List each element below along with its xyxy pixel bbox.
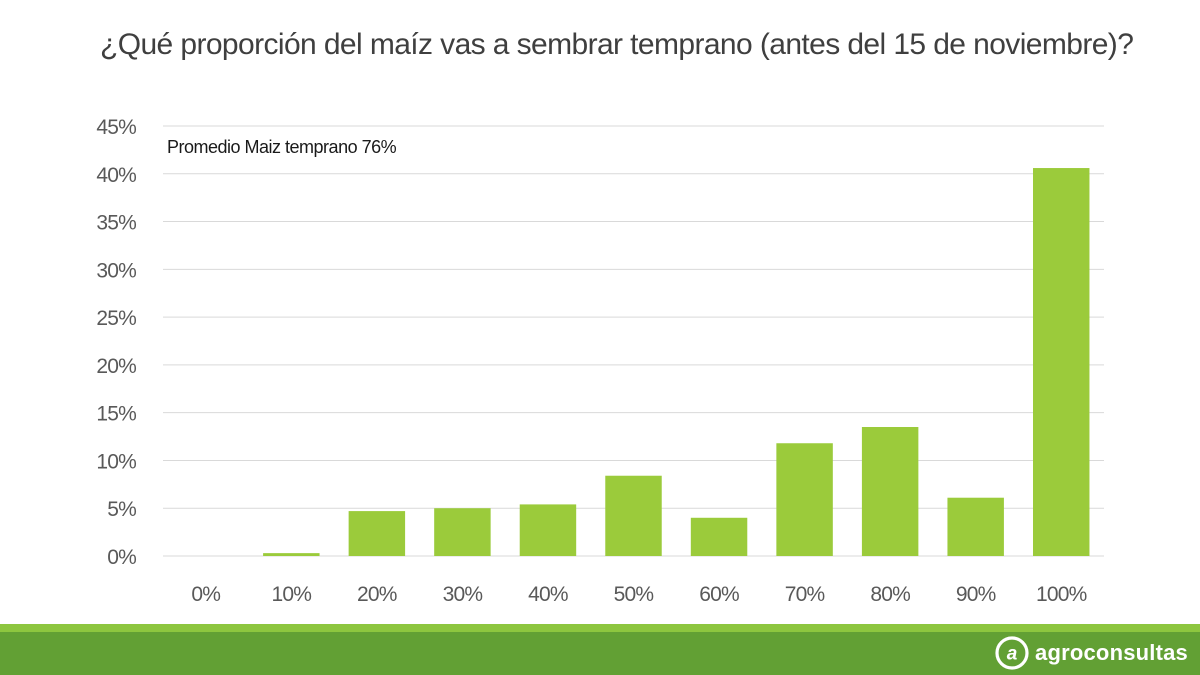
x-tick-label: 90% [956,583,996,606]
bar-chart: 0% 5% 10% 15% 20% 25% 30% 35% 40% 45% 0% 10% 20% 30%… [96,116,1104,606]
y-tick-label: 25% [96,307,136,330]
y-tick-label: 35% [96,212,136,235]
x-tick-label: 0% [191,583,220,606]
footer-band [0,632,1200,675]
bar [605,475,662,556]
x-tick-label: 30% [443,583,483,606]
bar [776,443,833,556]
y-tick-label: 5% [107,498,136,521]
footer-accent-stripe [0,624,1200,632]
bar [519,504,577,556]
y-tick-label: 15% [96,403,136,426]
y-tick-label: 40% [96,164,136,187]
x-tick-label: 40% [528,583,568,606]
x-tick-label: 60% [699,583,739,606]
x-tick-label: 20% [357,583,397,606]
bar [861,427,919,556]
chart-title: ¿Qué proporción del maíz vas a sembrar t… [100,28,1134,61]
x-tick-label: 80% [870,583,910,606]
bar [263,553,320,556]
chart-annotation: Promedio Maiz temprano 76% [167,137,397,157]
y-tick-label: 10% [96,450,136,473]
at-sign-logo-icon: a [995,636,1029,670]
brand-logo: a agroconsultas [995,636,1188,670]
bar [434,508,491,556]
svg-text:a: a [1007,644,1018,665]
y-tick-label: 30% [96,259,136,282]
y-tick-label: 0% [107,546,136,569]
brand-name: agroconsultas [1035,640,1188,665]
bar [348,511,406,556]
x-tick-label: 10% [271,583,311,606]
x-tick-label: 50% [614,583,654,606]
bar [1032,168,1090,557]
y-tick-label: 20% [96,355,136,378]
bar [947,497,1004,556]
y-tick-label: 45% [96,116,136,139]
x-tick-label: 100% [1036,583,1087,606]
x-tick-label: 70% [785,583,825,606]
bar [690,517,748,556]
